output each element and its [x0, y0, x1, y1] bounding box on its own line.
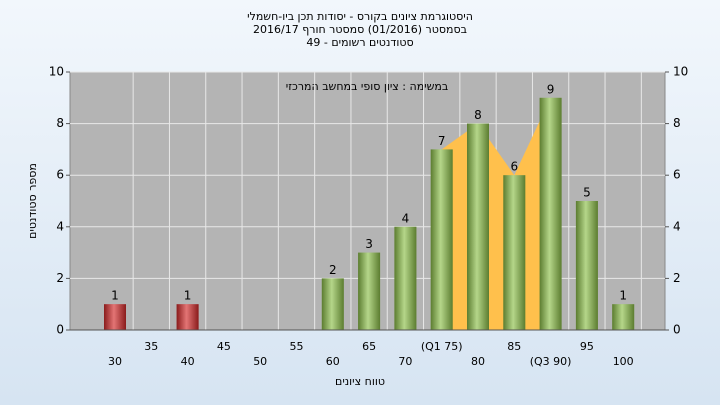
bar-shade [539, 97, 562, 330]
chart-subtitle: סטודנטים רשומים - 49 [306, 36, 413, 49]
x-tick-label: 70 [398, 355, 412, 368]
y-tick-label: 8 [56, 116, 64, 130]
x-tick-label: 35 [144, 340, 158, 353]
x-tick-label: 30 [108, 355, 122, 368]
y-tick-label: 6 [56, 168, 64, 182]
x-axis-label: טווח ציונים [335, 375, 385, 388]
bar-shade [176, 304, 199, 330]
bar-shade [430, 149, 453, 330]
bar-shade [612, 304, 635, 330]
y2-tick-label: 0 [673, 323, 681, 337]
bar-shade [394, 226, 417, 330]
value-label: 2 [329, 263, 337, 277]
bar-shade [467, 123, 489, 330]
annotation: במשימה : ציון סופי במחשב המרכזי [286, 80, 449, 93]
y2-tick-label: 8 [673, 116, 681, 130]
x-tick-label: 40 [181, 355, 195, 368]
x-tick-label: 80 [471, 355, 485, 368]
bar-shade [575, 201, 598, 330]
y-tick-label: 10 [49, 65, 64, 79]
bar-shade [321, 278, 344, 330]
x-tick-label: 60 [326, 355, 340, 368]
x-tick-label: 100 [613, 355, 634, 368]
bar-shade [358, 252, 381, 330]
value-label: 1 [619, 289, 627, 303]
x-tick-label: 85 [507, 340, 521, 353]
x-tick-label: 95 [580, 340, 594, 353]
y2-tick-label: 4 [673, 219, 681, 233]
value-label: 9 [547, 82, 555, 96]
value-label: 8 [474, 108, 482, 122]
y-tick-label: 4 [56, 219, 64, 233]
x-tick-label: 45 [217, 340, 231, 353]
bar-shade [104, 304, 126, 330]
y-axis-label: מספר סטודנטים [26, 163, 39, 239]
x-tick-label: (Q1 75) [421, 340, 463, 353]
value-label: 5 [583, 186, 591, 200]
y-tick-label: 2 [56, 271, 64, 285]
bar-shade [503, 175, 526, 330]
value-label: 1 [111, 289, 119, 303]
x-tick-label: 55 [290, 340, 304, 353]
x-tick-label: (Q3 90) [530, 355, 572, 368]
value-label: 6 [510, 160, 518, 174]
y2-tick-label: 10 [673, 65, 688, 79]
y2-tick-label: 2 [673, 271, 681, 285]
chart-subtitle: בסמסטר (01/2016) סמסטר חורף 2016/17 [253, 23, 467, 36]
value-label: 1 [184, 289, 192, 303]
chart-title: היסטוגרמת ציונים בקורס - יסודות תכן ביו-… [247, 10, 473, 23]
y2-tick-label: 6 [673, 168, 681, 182]
x-tick-label: 50 [253, 355, 267, 368]
y-tick-label: 0 [56, 323, 64, 337]
x-tick-label: 65 [362, 340, 376, 353]
value-label: 7 [438, 134, 446, 148]
value-label: 3 [365, 237, 373, 251]
value-label: 4 [402, 211, 410, 225]
